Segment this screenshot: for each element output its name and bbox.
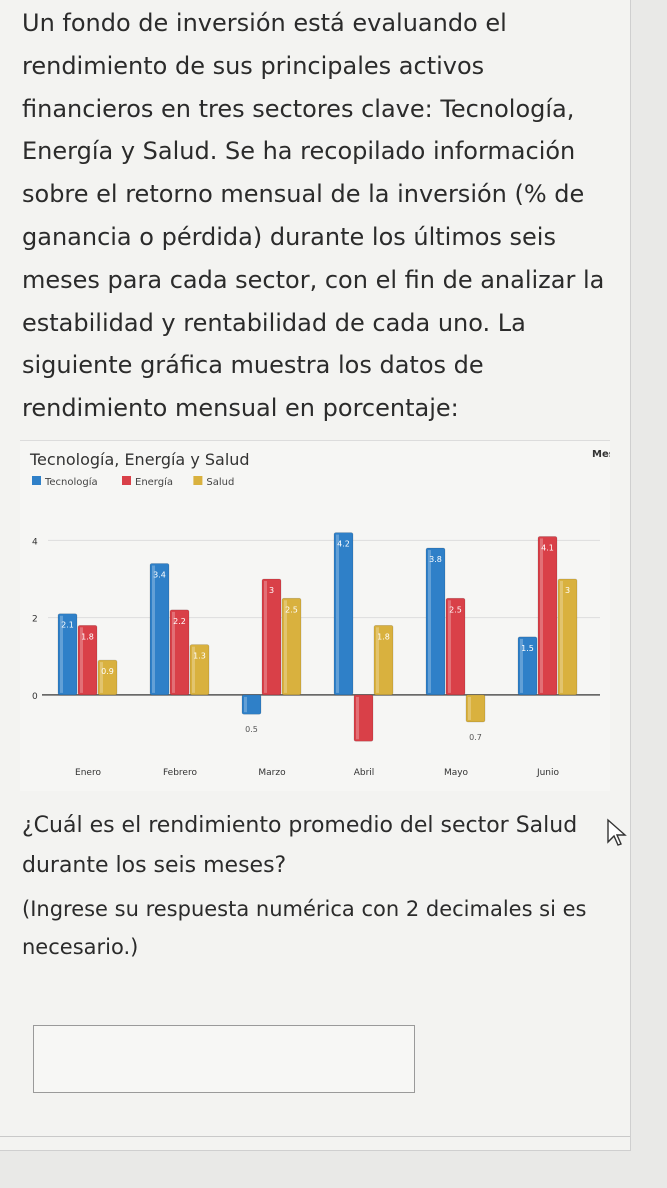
bar-highlight-1-2 [264, 580, 267, 693]
answer-instructions: (Ingrese su respuesta numérica con 2 dec… [22, 897, 587, 959]
bar-energía-4 [445, 597, 466, 696]
x-tick-label-3: Abril [354, 768, 375, 778]
x-tick-label-0: Enero [75, 768, 101, 778]
value-label-2-3: 1.8 [377, 632, 390, 641]
bar-energía-1 [169, 609, 190, 696]
bar-tecnología-3 [333, 532, 354, 696]
bar-highlight-1-4 [448, 600, 451, 693]
answer-input[interactable] [33, 1025, 415, 1093]
bar-highlight-0-1 [152, 565, 155, 693]
bar-highlight-2-1 [192, 646, 195, 693]
bar-salud-3 [373, 624, 394, 696]
value-label-1-4: 2.5 [449, 605, 462, 614]
problem-card: Un fondo de inversión está evaluando el … [0, 0, 631, 1151]
value-label-0-2: 0.5 [245, 725, 258, 734]
bar-highlight-0-2 [244, 696, 247, 713]
divider [0, 1136, 630, 1137]
bar-highlight-2-3 [376, 627, 379, 693]
value-label-2-2: 2.5 [285, 605, 298, 614]
value-label-0-3: 4.2 [337, 540, 350, 549]
bar-salud-1 [189, 644, 210, 696]
value-label-1-0: 1.8 [81, 632, 94, 641]
bar-highlight-1-1 [172, 611, 175, 693]
performance-chart: Tecnología, Energía y Salud Mes Tecnología… [20, 440, 610, 791]
mouse-pointer-icon [607, 818, 627, 846]
y-tick-label-0: 4 [32, 537, 38, 547]
problem-intro: Un fondo de inversión está evaluando el … [22, 9, 605, 423]
bar-highlight-2-4 [468, 696, 471, 720]
bar-highlight-0-0 [60, 615, 63, 693]
x-tick-label-5: Junio [536, 768, 560, 778]
bar-tecnología-0 [57, 613, 78, 696]
value-label-0-4: 3.8 [429, 555, 442, 564]
y-tick-label-1: 2 [32, 615, 38, 625]
value-label-2-1: 1.3 [193, 652, 206, 661]
chart-title: Tecnología, Energía y Salud [29, 450, 250, 469]
value-label-0-1: 3.4 [153, 571, 166, 580]
value-label-0-5: 1.5 [521, 644, 534, 653]
bar-tecnología-2 [241, 694, 262, 715]
bar-salud-0 [97, 659, 118, 696]
bar-highlight-1-3 [356, 696, 359, 740]
bar-tecnología-4 [425, 547, 446, 696]
bar-highlight-2-5 [560, 580, 563, 693]
x-tick-label-1: Febrero [163, 768, 197, 778]
chart-corner-label: Mes [592, 449, 610, 460]
value-label-2-4: 0.7 [469, 733, 482, 742]
bar-highlight-1-0 [80, 627, 83, 693]
legend-label-1: Energía [135, 476, 173, 488]
bar-highlight-0-4 [428, 550, 431, 693]
bar-highlight-0-5 [520, 638, 523, 693]
bar-salud-4 [465, 694, 486, 723]
bar-salud-2 [281, 597, 302, 696]
legend-swatch-0 [32, 476, 41, 485]
value-label-0-0: 2.1 [61, 621, 74, 630]
legend-swatch-1 [122, 476, 131, 485]
bar-highlight-0-3 [336, 534, 339, 693]
legend-label-0: Tecnología [44, 476, 98, 488]
value-label-2-0: 0.9 [101, 667, 114, 676]
bar-highlight-1-5 [540, 538, 543, 693]
bar-highlight-2-2 [284, 600, 287, 693]
bar-tecnología-1 [149, 563, 170, 696]
question-text: ¿Cuál es el rendimiento promedio del sec… [22, 813, 578, 878]
value-label-1-1: 2.2 [173, 617, 186, 626]
chart-svg: Tecnología, Energía y Salud Mes Tecnología… [29, 449, 610, 778]
bar-energía-2 [261, 578, 282, 696]
value-label-1-5: 4.1 [541, 543, 554, 552]
x-tick-label-2: Marzo [258, 768, 286, 778]
x-tick-label-4: Mayo [444, 768, 469, 778]
value-label-2-5: 3 [565, 586, 570, 595]
bar-energía-5 [537, 536, 558, 696]
bar-energía-3 [353, 694, 374, 742]
bar-tecnología-5 [517, 636, 538, 696]
y-tick-label-2: 0 [32, 692, 38, 702]
legend-label-2: Salud [206, 477, 234, 488]
bar-energía-0 [77, 624, 98, 696]
value-label-1-2: 3 [269, 586, 274, 595]
bar-salud-5 [557, 578, 578, 696]
legend-swatch-2 [193, 476, 203, 485]
bar-highlight-2-0 [100, 662, 103, 693]
